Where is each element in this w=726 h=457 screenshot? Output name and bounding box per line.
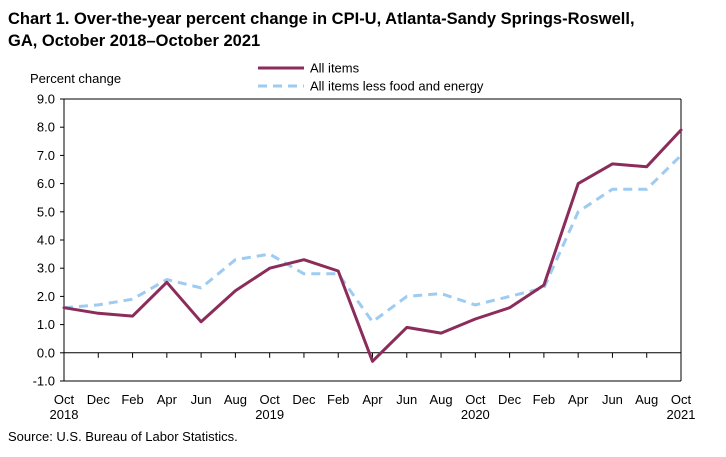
x-year-label: 2020 [461, 407, 490, 422]
chart-title: Chart 1. Over-the-year percent change in… [8, 8, 708, 52]
x-tick-label: Feb [327, 392, 349, 407]
x-tick-label: Jun [396, 392, 417, 407]
x-tick-label: Jun [191, 392, 212, 407]
legend-label: All items less food and energy [310, 79, 484, 94]
x-year-label: 2019 [255, 407, 284, 422]
x-tick-label: Apr [568, 392, 589, 407]
x-tick-label: Aug [429, 392, 452, 407]
axes: 9.0 8.0 7.0 6.0 5.0 4.0 3.0 2.0 1.0 0.0 -1.0 Oct Dec… [33, 92, 696, 423]
y-tick-label: -1.0 [33, 374, 55, 389]
legend-label: All items [310, 61, 360, 76]
x-tick-label: Feb [121, 392, 143, 407]
legend: All items All items less food and energy [258, 61, 484, 94]
x-year-label: 2021 [667, 407, 696, 422]
x-tick-label: Aug [635, 392, 658, 407]
y-tick-label: 3.0 [37, 261, 55, 276]
y-tick-label: 5.0 [37, 204, 55, 219]
x-tick-label: Dec [87, 392, 111, 407]
y-axis-label: Percent change [30, 71, 122, 86]
x-tick-label: Dec [498, 392, 522, 407]
x-tick-label: Oct [54, 392, 75, 407]
series-group [62, 128, 683, 363]
y-tick-label: 2.0 [37, 289, 55, 304]
y-tick-label: 1.0 [37, 317, 55, 332]
x-tick-label: Apr [362, 392, 383, 407]
x-tick-label: Jun [602, 392, 623, 407]
series-line-core [63, 154, 683, 324]
chart-title-line-2: GA, October 2018–October 2021 [8, 32, 261, 50]
y-tick-label: 9.0 [37, 92, 55, 107]
x-tick-label: Apr [157, 392, 178, 407]
y-tick-label: 4.0 [37, 233, 55, 248]
x-tick-label: Dec [292, 392, 316, 407]
y-tick-label: 0.0 [37, 345, 55, 360]
series-line-all-items [62, 128, 683, 363]
y-tick-label: 8.0 [37, 120, 55, 135]
x-tick-label: Oct [465, 392, 486, 407]
source-note: Source: U.S. Bureau of Labor Statistics. [8, 429, 238, 444]
x-year-label: 2018 [50, 407, 79, 422]
x-tick-label: Oct [260, 392, 281, 407]
chart-title-line-1: Chart 1. Over-the-year percent change in… [8, 10, 635, 28]
x-tick-label: Feb [533, 392, 555, 407]
y-tick-label: 6.0 [37, 176, 55, 191]
x-tick-label: Aug [224, 392, 247, 407]
y-tick-label: 7.0 [37, 148, 55, 163]
x-tick-label: Oct [671, 392, 692, 407]
